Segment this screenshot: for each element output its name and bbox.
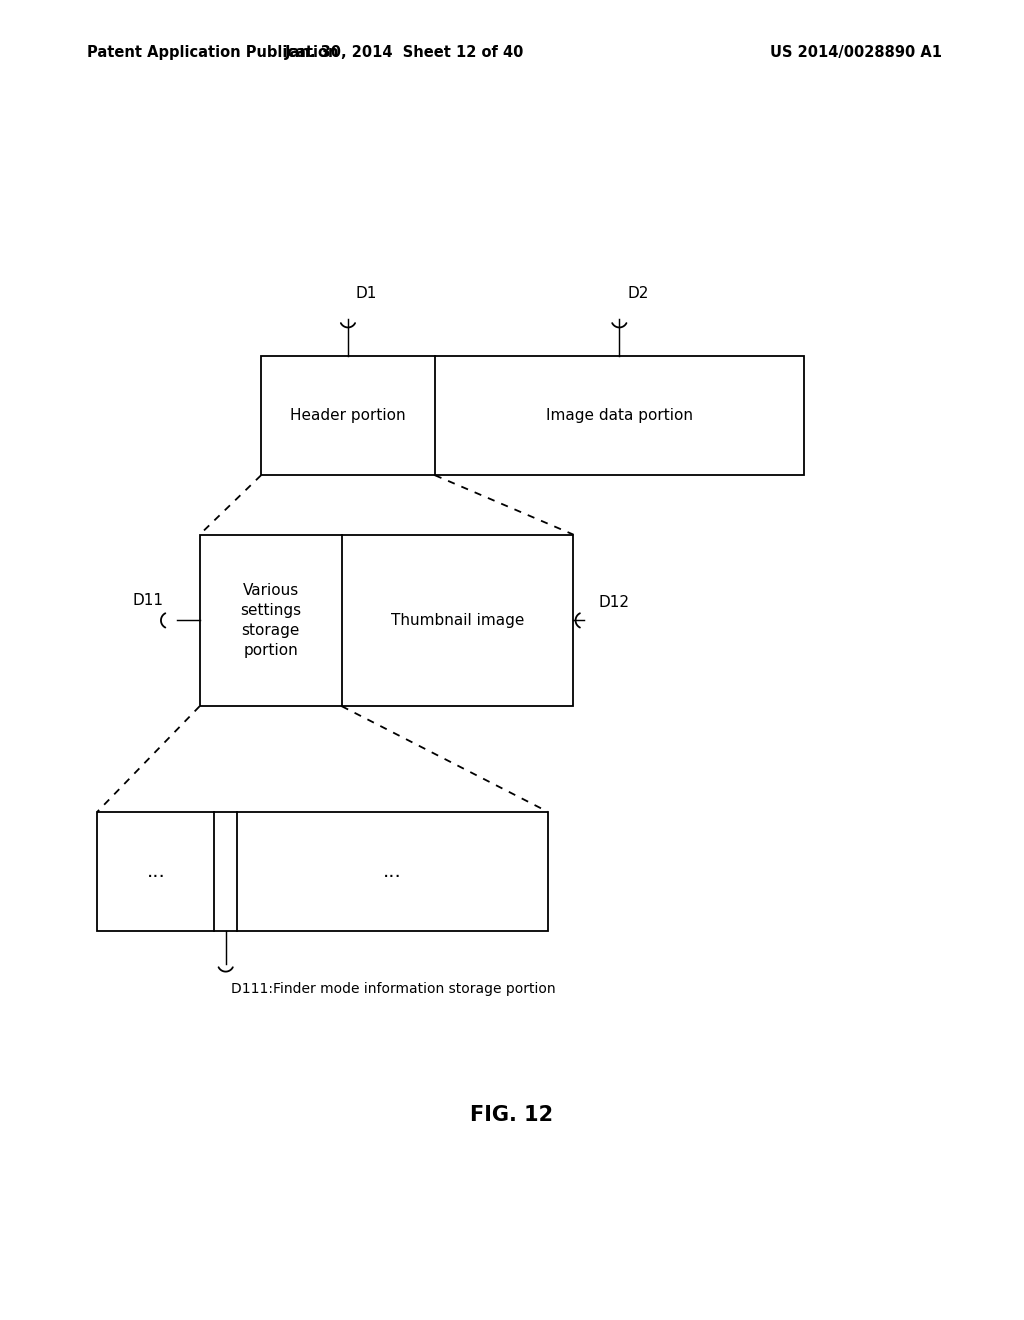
- Text: ...: ...: [383, 862, 401, 880]
- Text: US 2014/0028890 A1: US 2014/0028890 A1: [770, 45, 942, 61]
- Text: D12: D12: [599, 595, 630, 610]
- Text: Patent Application Publication: Patent Application Publication: [87, 45, 339, 61]
- Text: D1: D1: [356, 286, 377, 301]
- Bar: [200, 535, 573, 706]
- Bar: [261, 356, 804, 475]
- Text: Thumbnail image: Thumbnail image: [391, 612, 524, 628]
- Text: ...: ...: [146, 862, 165, 880]
- Bar: [97, 812, 548, 931]
- Text: D2: D2: [628, 286, 648, 301]
- Text: D11: D11: [133, 594, 164, 609]
- Text: D111:Finder mode information storage portion: D111:Finder mode information storage por…: [230, 982, 555, 995]
- Text: Various
settings
storage
portion: Various settings storage portion: [241, 583, 301, 657]
- Text: Jan. 30, 2014  Sheet 12 of 40: Jan. 30, 2014 Sheet 12 of 40: [285, 45, 524, 61]
- Text: FIG. 12: FIG. 12: [470, 1105, 554, 1126]
- Text: Header portion: Header portion: [290, 408, 406, 424]
- Text: Image data portion: Image data portion: [546, 408, 693, 424]
